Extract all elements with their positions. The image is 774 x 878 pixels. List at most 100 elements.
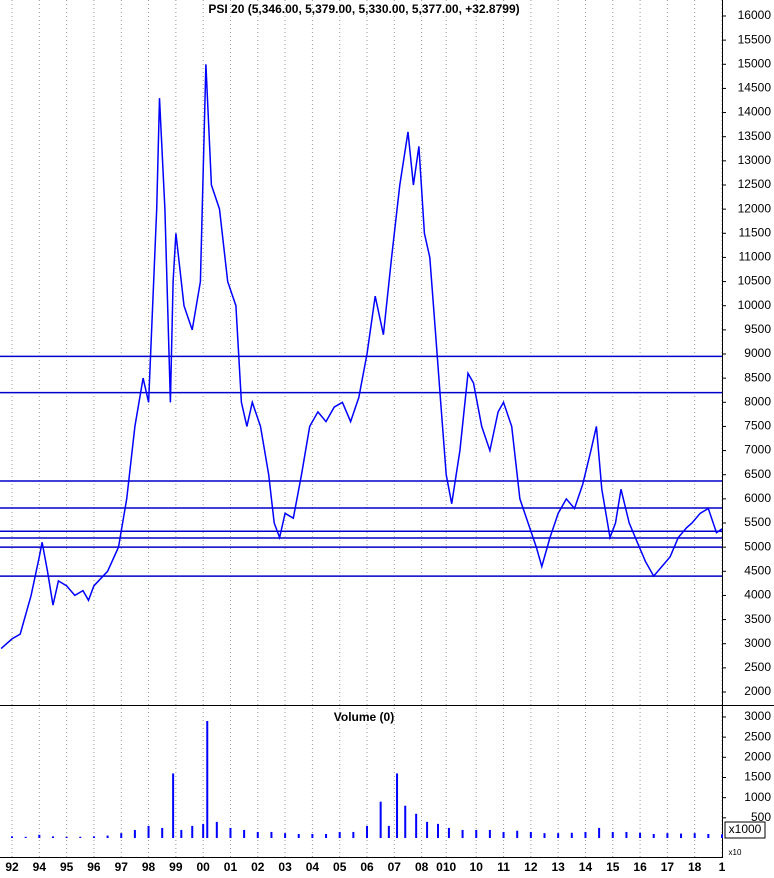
y-tick-label: 8000 (744, 394, 771, 408)
y-tick-label: 500 (751, 810, 771, 824)
x-tick-label: 11 (497, 860, 510, 874)
volume-bar (311, 833, 314, 838)
volume-bar (461, 829, 464, 838)
volume-multiplier: x1000 (729, 822, 762, 836)
volume-bar (11, 836, 14, 838)
volume-title: Volume (0) (334, 710, 394, 724)
y-tick-label: 3000 (744, 636, 771, 650)
x-tick-label: 12 (524, 860, 538, 874)
y-tick-label: 16000 (738, 8, 772, 22)
x-tick-label: 07 (388, 860, 402, 874)
x-tick-label: 1 (719, 860, 726, 874)
volume-bar (707, 833, 710, 838)
volume-bar (366, 825, 369, 838)
volume-bar (172, 773, 175, 838)
x-tick-label: 08 (415, 860, 429, 874)
multiplier-box (724, 821, 766, 839)
x-tick-label: 01 (224, 860, 238, 874)
y-tick-label: 14500 (738, 81, 772, 95)
volume-bar (625, 831, 628, 838)
y-tick-label: 14000 (738, 105, 772, 119)
x-tick-label: 13 (551, 860, 565, 874)
x-tick-label: 97 (115, 860, 129, 874)
x-tick-label: 00 (196, 860, 210, 874)
volume-bar (284, 833, 287, 838)
volume-bar (206, 721, 209, 838)
x-tick-label: 16 (633, 860, 647, 874)
volume-bar (24, 836, 27, 838)
y-tick-label: 8500 (744, 370, 771, 384)
volume-bar (415, 813, 418, 838)
y-tick-label: 9500 (744, 322, 771, 336)
volume-bar (387, 825, 390, 838)
volume-bar (529, 831, 532, 838)
volume-bar (243, 829, 246, 838)
volume-bar (611, 831, 614, 838)
y-tick-label: 10000 (738, 298, 772, 312)
y-tick-label: 6500 (744, 467, 771, 481)
y-tick-label: 12000 (738, 201, 772, 215)
volume-bar (338, 831, 341, 838)
volume-bar (79, 836, 82, 838)
volume-bar (598, 827, 601, 838)
volume-bar (51, 836, 54, 838)
x-tick-label: 04 (306, 860, 320, 874)
volume-bar (666, 833, 669, 838)
x-tick-label: 99 (169, 860, 183, 874)
x-tick-label: 96 (87, 860, 101, 874)
volume-bar (543, 833, 546, 838)
y-tick-label: 4000 (744, 588, 771, 602)
volume-bar (693, 833, 696, 838)
volume-bar (721, 834, 723, 838)
y-tick-label: 3000 (744, 709, 771, 723)
volume-bar (38, 834, 41, 838)
volume-bar (256, 831, 259, 838)
volume-bar (570, 832, 573, 838)
chart-title: PSI 20 (5,346.00, 5,379.00, 5,330.00, 5,… (208, 2, 519, 16)
volume-bar (229, 827, 232, 838)
x-tick-label: 17 (661, 860, 675, 874)
x-tick-label: 02 (251, 860, 265, 874)
volume-bar (502, 831, 505, 838)
volume-bar (447, 827, 450, 838)
y-tick-label: 2000 (744, 749, 771, 763)
volume-bar (437, 823, 440, 838)
x-tick-label: 92 (5, 860, 19, 874)
x-tick-label: 95 (60, 860, 74, 874)
y-tick-label: 7000 (744, 443, 771, 457)
x-tick-label: 98 (142, 860, 156, 874)
y-tick-label: 3500 (744, 612, 771, 626)
volume-bar (325, 833, 328, 838)
x-multiplier: x10 (729, 848, 742, 857)
x-tick-label: 03 (278, 860, 292, 874)
volume-bar (180, 829, 183, 838)
y-tick-label: 1000 (744, 790, 771, 804)
y-tick-label: 13500 (738, 129, 772, 143)
y-tick-label: 6000 (744, 491, 771, 505)
x-tick-label: 010 (436, 860, 456, 874)
y-tick-label: 5500 (744, 515, 771, 529)
volume-bar (106, 835, 109, 838)
volume-bar (161, 827, 164, 838)
volume-bar (404, 805, 407, 838)
volume-bar (147, 825, 150, 838)
y-tick-label: 1500 (744, 770, 771, 784)
volume-bar (65, 836, 68, 838)
x-tick-label: 15 (606, 860, 620, 874)
volume-bar (557, 833, 560, 838)
y-tick-label: 15500 (738, 32, 772, 46)
volume-bar (488, 829, 491, 838)
volume-bar (639, 832, 642, 838)
volume-bar (92, 836, 95, 838)
volume-bar (516, 830, 519, 838)
y-tick-label: 9000 (744, 346, 771, 360)
volume-bar (270, 831, 273, 838)
y-tick-label: 5000 (744, 539, 771, 553)
x-tick-label: 14 (579, 860, 593, 874)
volume-bar (133, 829, 136, 838)
volume-bar (120, 833, 123, 838)
y-tick-label: 4500 (744, 563, 771, 577)
y-tick-label: 13000 (738, 153, 772, 167)
y-tick-label: 11500 (739, 225, 772, 239)
